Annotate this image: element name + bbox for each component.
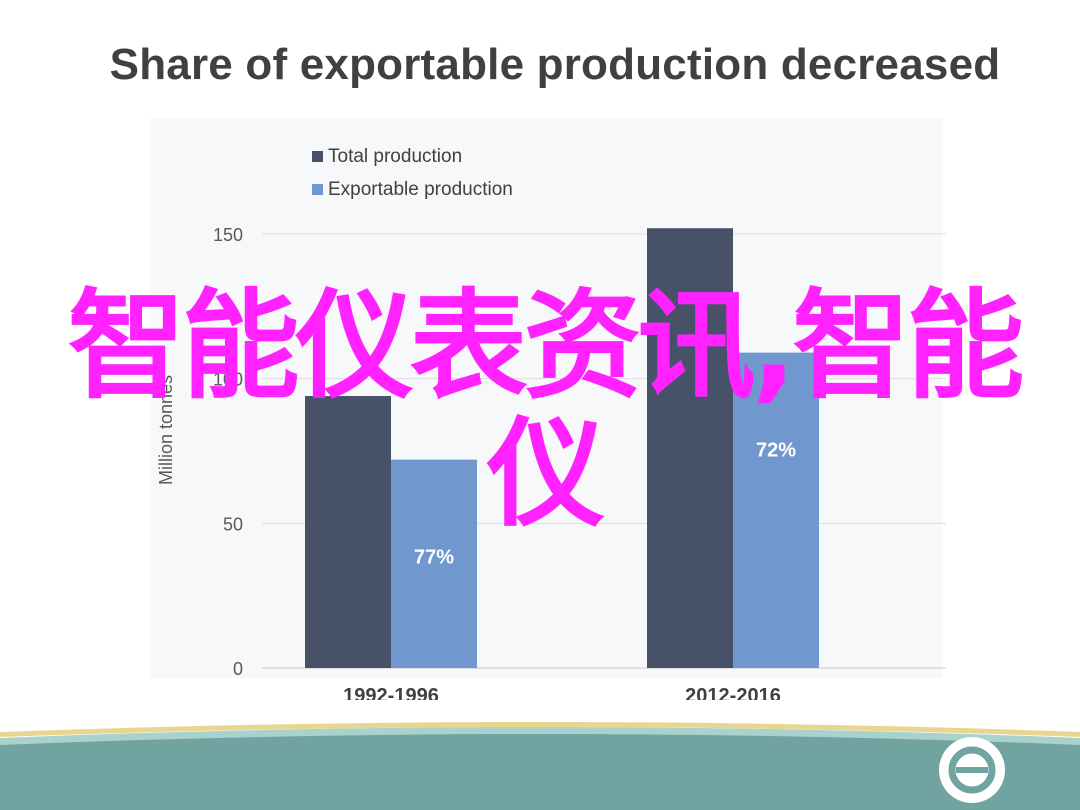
footer-stripe-teal: [0, 727, 1080, 745]
x-tick-label: 2012-2016: [685, 685, 781, 700]
bar-total: [647, 228, 733, 669]
bar-total: [305, 396, 391, 668]
y-tick-label: 0: [233, 659, 243, 679]
footer-band: [0, 722, 1080, 810]
legend: Total production Exportable production: [312, 146, 513, 200]
legend-label: Exportable production: [328, 179, 513, 200]
footer-wave: [0, 729, 1080, 810]
legend-swatch: [312, 184, 323, 195]
theta-circle-icon: [939, 737, 1005, 803]
legend-swatch: [312, 151, 323, 162]
bar-exportable: [733, 352, 819, 668]
y-tick-label: 50: [223, 514, 243, 534]
data-label: 77%: [414, 547, 454, 569]
y-tick-label: 100: [213, 370, 243, 390]
bar-exportable: [391, 459, 477, 668]
slide-title: Share of exportable production decreased: [109, 40, 1001, 89]
watermark-overlay: 智能仪表资讯,智能仪: [67, 277, 1025, 543]
footer-stripe-yellow: [0, 722, 1080, 737]
y-axis-ticks: 0 50 100 150: [213, 225, 243, 679]
x-axis-ticks: 1992-1996 2012-2016: [343, 685, 781, 700]
legend-label: Total production: [328, 146, 462, 167]
chart: Total production Exportable production 0 5…: [156, 146, 946, 700]
y-axis-label: Million tonnes: [156, 375, 176, 485]
bars: 77% 72%: [305, 228, 819, 669]
data-label: 72%: [756, 440, 796, 462]
y-tick-label: 150: [213, 225, 243, 245]
x-tick-label: 1992-1996: [343, 685, 439, 700]
